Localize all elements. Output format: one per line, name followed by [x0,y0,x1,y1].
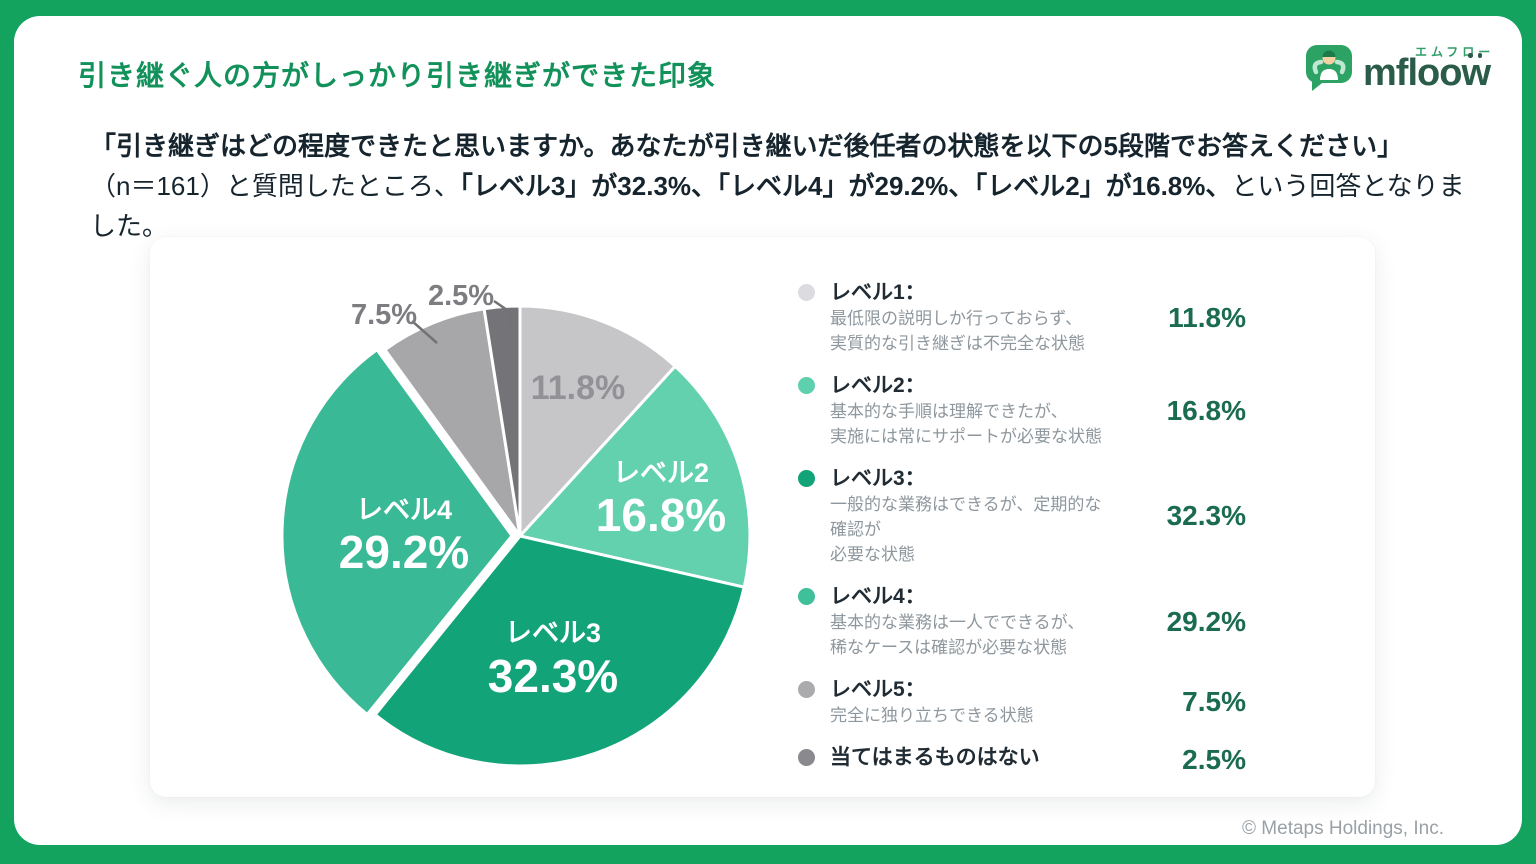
pie-slice-レベル1 [518,304,677,538]
leader-line-none [493,299,514,331]
intro-closing-segment: という回答となりました。 [90,171,1465,241]
pie-label-level2-pct: 16.8% [596,489,726,541]
legend-desc: 基本的な業務は一人でできるが、 [830,613,1085,632]
logo-w-dots-decoration [1468,53,1482,58]
logo-wordmark: mfloow [1363,52,1491,94]
intro-question: 「引き継ぎはどの程度できたと思いますか。あなたが引き継いだ後任者の状態を以下の5… [90,131,1404,161]
legend-dot-level4 [798,588,815,605]
logo-kana: エムフロー [1415,45,1495,59]
legend-value: 11.8% [1168,301,1246,333]
pie-label-level3-pct: 32.3% [488,650,618,702]
legend-dot-level5 [798,681,815,698]
pie-label-level4-name: レベル4 [356,495,452,525]
legend-dot-level3 [798,470,815,487]
legend-label: レベル1： [830,281,926,304]
pie-slice-レベル5 [383,307,522,538]
legend-value: 29.2% [1166,605,1246,637]
pie-slice-レベル4 [280,348,514,716]
pie-label-level2-name: レベル2 [613,458,709,488]
logo-text: エムフロー mfloow [1363,43,1491,94]
legend-value: 16.8% [1166,394,1246,426]
mfloow-logo-icon [1306,45,1353,91]
legend-item-level3: レベル3： 一般的な業務はできるが、定期的な確認が 必要な状態 32.3% [798,465,1246,567]
legend-value: 2.5% [1182,744,1246,775]
slide-card: 引き継ぐ人の方がしっかり引き継ぎができた印象 エムフロー mfloow 「引き継… [14,16,1522,845]
pie-label-level1-pct: 11.8% [531,369,626,407]
legend-item-none: 当てはまるものはない 2.5% [798,744,1246,776]
page-title: 引き継ぐ人の方がしっかり引き継ぎができた印象 [78,60,717,91]
intro-text: 「引き継ぎはどの程度できたと思いますか。あなたが引き継いだ後任者の状態を以下の5… [90,126,1490,246]
legend-label: レベル3： [830,467,926,490]
pie-label-level3-name: レベル3 [505,618,601,648]
legend-item-level2: レベル2： 基本的な手順は理解できたが、 実施には常にサポートが必要な状態 16… [798,372,1246,449]
legend-item-level5: レベル5： 完全に独り立ちできる状態 7.5% [798,676,1246,728]
chart-panel: 7.5% 2.5% 11.8% レベル2 16.8% レベル3 32.3% レベ… [150,237,1375,797]
pie-slice-レベル2 [518,364,752,589]
legend-item-level4: レベル4： 基本的な業務は一人でできるが、 稀なケースは確認が必要な状態 29.… [798,583,1246,660]
legend-desc: 稀なケースは確認が必要な状態 [830,638,1068,657]
legend-desc: 実質的な引き継ぎは不完全な状態 [830,334,1085,353]
pie-chart: 7.5% 2.5% 11.8% レベル2 16.8% レベル3 32.3% レベ… [280,280,752,768]
legend-desc: 一般的な業務はできるが、定期的な確認が [830,495,1102,539]
intro-results-segment: 「レベル3」が32.3%、「レベル4」が29.2%、「レベル2」が16.8%、 [459,171,1232,201]
legend-value: 7.5% [1182,686,1246,717]
legend-desc: 実施には常にサポートが必要な状態 [830,427,1102,446]
pie-label-level4-pct: 29.2% [339,526,469,578]
legend-dot-level1 [798,284,815,301]
chart-legend: レベル1： 最低限の説明しか行っておらず、 実質的な引き継ぎは不完全な状態 11… [798,279,1246,792]
legend-desc: 完全に独り立ちできる状態 [830,706,1034,725]
legend-item-level1: レベル1： 最低限の説明しか行っておらず、 実質的な引き継ぎは不完全な状態 11… [798,279,1246,356]
legend-value: 32.3% [1166,500,1246,531]
legend-label: レベル5： [830,678,926,701]
legend-dot-level2 [798,377,815,394]
leader-line-level5 [411,320,438,344]
legend-dot-none [798,749,815,766]
intro-n-segment: （n＝161）と質問したところ、 [90,171,460,201]
legend-label: レベル2： [830,374,926,397]
copyright: © Metaps Holdings, Inc. [1242,818,1444,839]
pie-slices [280,304,752,768]
pie-label-none-pct: 2.5% [428,280,494,312]
brand-logo: エムフロー mfloow [1303,42,1491,94]
legend-desc: 最低限の説明しか行っておらず、 [830,309,1083,328]
pie-slice-レベル3 [373,534,746,768]
legend-desc: 必要な状態 [830,545,915,564]
pie-label-level5-pct: 7.5% [351,299,417,331]
legend-desc: 基本的な手順は理解できたが、 [830,402,1068,421]
legend-label: レベル4： [830,585,926,608]
legend-label: 当てはまるものはない [830,746,1040,769]
